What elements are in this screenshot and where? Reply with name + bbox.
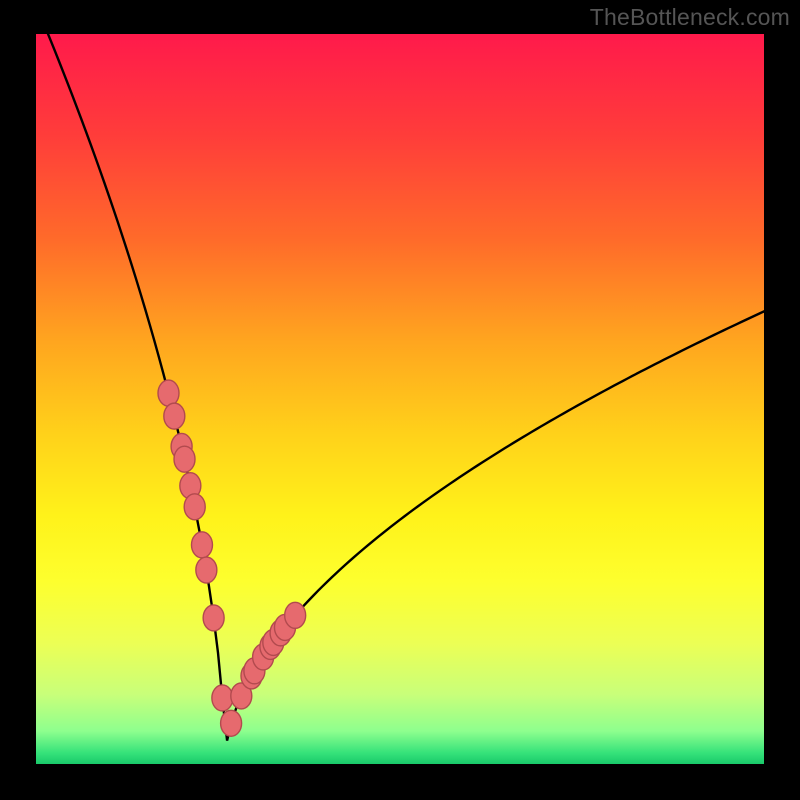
chart-svg — [0, 0, 800, 800]
data-marker — [184, 494, 205, 520]
data-marker — [203, 605, 224, 631]
data-marker — [164, 403, 185, 429]
data-marker — [191, 532, 212, 558]
watermark-text: TheBottleneck.com — [590, 4, 790, 31]
data-marker — [212, 685, 233, 711]
chart-gradient-bg — [36, 34, 764, 764]
chart-stage: TheBottleneck.com — [0, 0, 800, 800]
data-marker — [174, 446, 195, 472]
data-marker — [221, 710, 242, 736]
data-marker — [158, 380, 179, 406]
data-marker — [196, 557, 217, 583]
data-marker — [285, 602, 306, 628]
